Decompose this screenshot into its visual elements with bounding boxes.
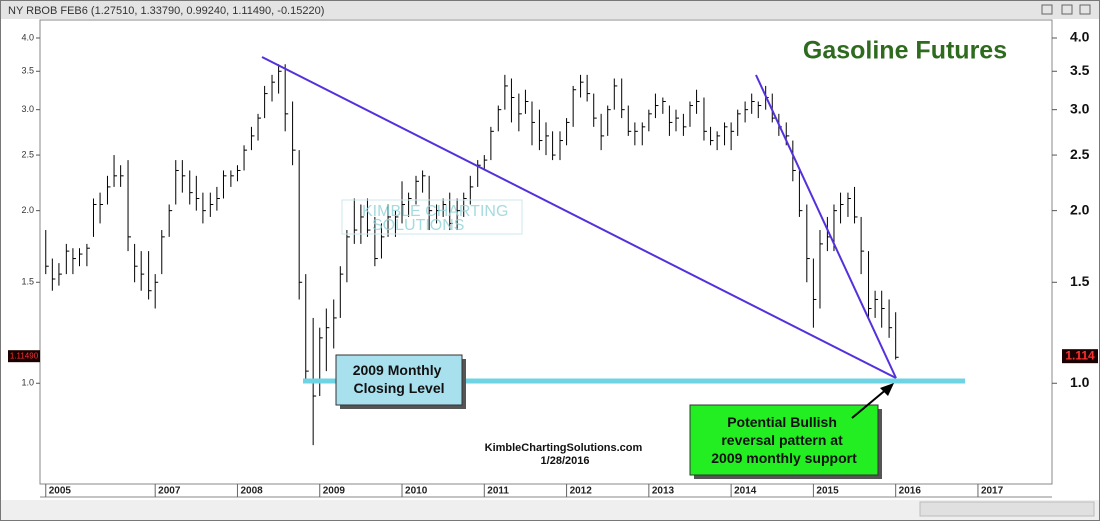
label-line: Closing Level xyxy=(353,380,444,396)
button[interactable] xyxy=(1079,4,1091,15)
y-tick-label: 4.0 xyxy=(21,32,34,42)
pattern-label: Potential Bullish reversal pattern at 20… xyxy=(711,414,857,466)
y-tick-label: 2.0 xyxy=(1070,201,1090,217)
footer: KimbleChartingSolutions.com 1/28/2016 xyxy=(485,442,646,467)
x-tick-label: 2010 xyxy=(405,486,428,497)
y-tick-label: 1.5 xyxy=(21,277,34,287)
last-value-box xyxy=(8,350,40,363)
support-box xyxy=(335,354,463,406)
y-tick-label: 3.5 xyxy=(21,66,34,76)
button[interactable] xyxy=(1061,4,1073,15)
y-tick-label: 2.0 xyxy=(21,205,34,215)
label-line: 2009 monthly support xyxy=(711,450,857,466)
chart-title: Gasoline Futures xyxy=(803,37,1007,65)
x-tick-label: 2014 xyxy=(734,486,757,497)
arrow-head xyxy=(880,383,894,396)
x-tick-label: 2007 xyxy=(158,486,181,497)
arrow xyxy=(851,387,889,419)
y-tick-label: 1.5 xyxy=(1070,273,1090,289)
x-tick-label: 2015 xyxy=(816,486,839,497)
label-line: 2009 Monthly xyxy=(353,362,442,378)
button[interactable] xyxy=(1041,4,1053,15)
footer-line: 1/28/2016 xyxy=(541,455,590,467)
last-value-box xyxy=(1062,349,1098,364)
window-buttons[interactable] xyxy=(1041,4,1091,15)
watermark-line: SOLUTIONS xyxy=(372,217,464,234)
support-label: 2009 Monthly Closing Level xyxy=(353,362,446,396)
pattern-box xyxy=(689,404,879,476)
y-tick-label: 2.5 xyxy=(21,149,34,159)
x-tick-label: 2011 xyxy=(487,486,509,497)
y-tick-label: 1.0 xyxy=(1070,374,1090,390)
label-line: reversal pattern at xyxy=(721,432,843,448)
y-tick-label: 3.0 xyxy=(1070,100,1090,116)
x-tick-label: 2017 xyxy=(981,486,1004,497)
header-text: NY RBOB FEB6 (1.27510, 1.33790, 0.99240,… xyxy=(8,5,324,17)
label-line: Potential Bullish xyxy=(727,414,837,430)
watermark: KIMBLE CHARTING SOLUTIONS xyxy=(362,203,513,234)
header-bar xyxy=(1,1,1099,19)
watermark-line: KIMBLE CHARTING xyxy=(362,203,508,220)
scrollbar[interactable] xyxy=(1,500,1099,520)
plot-area xyxy=(39,19,1053,485)
trend-line xyxy=(261,56,897,379)
x-tick-label: 2005 xyxy=(49,486,72,497)
x-tick-label: 2013 xyxy=(652,486,675,497)
x-tick-label: 2016 xyxy=(899,486,922,497)
y-tick-label: 4.0 xyxy=(1070,29,1090,45)
watermark-box xyxy=(341,199,523,235)
footer-line: KimbleChartingSolutions.com xyxy=(485,442,643,454)
last-value-label: 1.114 xyxy=(1065,348,1095,362)
y-tick-label: 3.5 xyxy=(1070,62,1090,78)
trend-line xyxy=(755,74,897,379)
x-tick-label: 2008 xyxy=(240,486,263,497)
y-tick-label: 3.0 xyxy=(21,104,34,114)
x-tick-label: 2009 xyxy=(323,486,346,497)
y-tick-label: 1.0 xyxy=(21,378,34,388)
toolbar[interactable] xyxy=(919,501,1095,517)
last-value-label: 1.11490 xyxy=(10,351,39,360)
y-tick-label: 2.5 xyxy=(1070,146,1090,162)
annotations xyxy=(261,56,965,479)
x-tick-label: 2012 xyxy=(570,486,593,497)
